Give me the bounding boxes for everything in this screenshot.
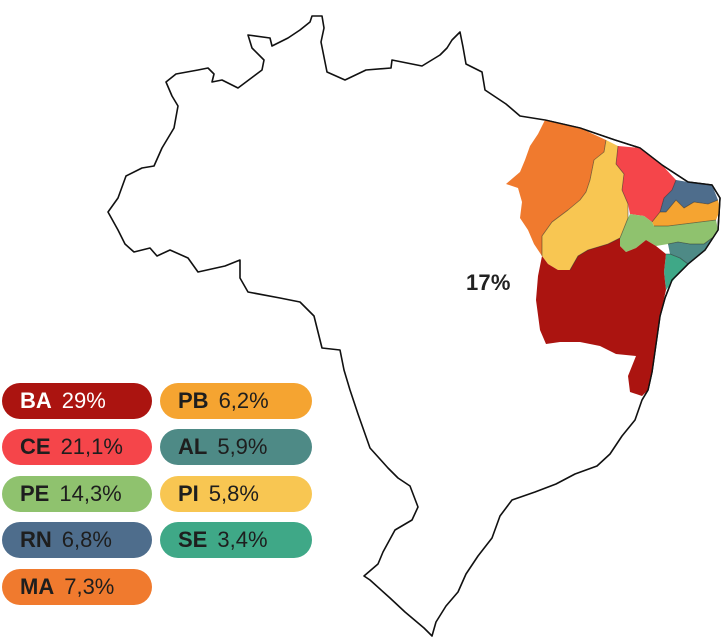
legend-value: 14,3% [59, 481, 122, 506]
legend-item-rn: RN 6,8% [2, 522, 152, 558]
state-pi [542, 140, 628, 270]
legend-value: 21,1% [60, 434, 123, 459]
legend-item-ce: CE 21,1% [2, 429, 152, 465]
legend-code: CE [20, 434, 51, 459]
legend-value: 5,8% [208, 481, 259, 506]
legend-item-ma: MA 7,3% [2, 569, 152, 605]
legend-value: 6,2% [218, 388, 269, 413]
legend-item-pe: PE 14,3% [2, 476, 152, 512]
state-ma [506, 120, 606, 256]
state-pe [620, 214, 718, 252]
legend-code: AL [178, 434, 208, 459]
legend-item-al: AL 5,9% [160, 429, 312, 465]
legend-value: 6,8% [61, 527, 112, 552]
legend-code: RN [20, 527, 52, 552]
state-ba [536, 238, 666, 396]
legend-item-se: SE 3,4% [160, 522, 312, 558]
legend-value: 3,4% [217, 527, 268, 552]
legend-value: 29% [61, 388, 106, 413]
state-se [664, 254, 688, 290]
legend-code: BA [20, 388, 52, 413]
legend-code: PB [178, 388, 209, 413]
legend-code: PI [178, 481, 199, 506]
legend-item-ba: BA 29% [2, 383, 152, 419]
total-percentage-label: 17% [466, 270, 511, 295]
legend-code: MA [20, 574, 55, 599]
state-rn [660, 180, 718, 212]
legend-item-pi: PI 5,8% [160, 476, 312, 512]
legend-item-pb: PB 6,2% [160, 383, 312, 419]
legend-code: SE [178, 527, 208, 552]
legend-value: 5,9% [217, 434, 268, 459]
legend-value: 7,3% [64, 574, 115, 599]
state-pb [652, 200, 720, 226]
legend-code: PE [20, 481, 50, 506]
